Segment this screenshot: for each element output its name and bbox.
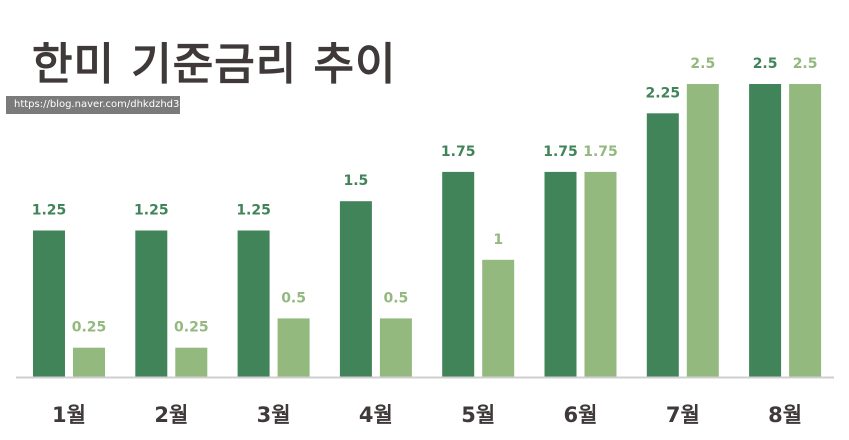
bar-series1-3	[237, 230, 270, 377]
bar-series2-7	[686, 84, 719, 377]
data-label-series1-3: 1.25	[236, 203, 271, 219]
bar-series2-1	[73, 347, 105, 377]
bar-series1-7	[646, 113, 679, 378]
bar-series1-8	[749, 84, 782, 377]
data-label-series2-7: 2.5	[690, 56, 715, 72]
category-label-3: 3월	[257, 403, 291, 427]
data-label-series2-4: 0.5	[383, 290, 408, 306]
bar-series2-8	[789, 84, 822, 377]
category-label-group: 1월 2월 3월 4월 5월 6월 7월 8월	[52, 403, 802, 427]
chart-title: 한미 기준금리 추이	[32, 39, 397, 90]
data-label-series1-2: 1.25	[134, 203, 169, 219]
category-label-5: 5월	[461, 403, 495, 427]
bar-group	[33, 84, 822, 378]
value-label-group: 1.25 0.25 1.25 0.25 1.25 0.5 1.5 0.5 1.75 1 1.75 1.…	[32, 56, 818, 336]
bar-series2-4	[379, 318, 412, 377]
bar-series1-4	[339, 201, 372, 377]
data-label-series2-3: 0.5	[281, 290, 306, 306]
category-label-6: 6월	[564, 403, 598, 427]
category-label-1: 1월	[52, 403, 86, 427]
data-label-series2-6: 1.75	[583, 144, 618, 160]
bar-series2-6	[584, 171, 617, 377]
data-label-series1-6: 1.75	[543, 144, 578, 160]
category-label-4: 4월	[359, 403, 393, 427]
bar-series1-2	[135, 230, 168, 377]
bar-series2-5	[482, 259, 515, 377]
data-label-series2-8: 2.5	[793, 56, 818, 72]
data-label-series2-1: 0.25	[72, 320, 107, 336]
category-label-7: 7월	[666, 403, 700, 427]
bar-series1-5	[442, 171, 475, 377]
category-label-8: 8월	[768, 403, 802, 427]
data-label-series1-7: 2.25	[646, 85, 681, 101]
data-label-series2-2: 0.25	[174, 320, 209, 336]
data-label-series1-1: 1.25	[32, 203, 67, 219]
category-label-2: 2월	[154, 403, 188, 427]
data-label-series2-5: 1	[493, 232, 503, 248]
bar-series1-6	[544, 171, 577, 377]
data-label-series1-5: 1.75	[441, 144, 476, 160]
bar-series2-3	[277, 318, 310, 377]
watermark-url: https://blog.naver.com/dhkdzhd3	[6, 96, 180, 114]
bar-series2-2	[175, 347, 208, 377]
bar-series1-1	[33, 230, 65, 377]
data-label-series1-4: 1.5	[343, 173, 368, 189]
data-label-series1-8: 2.5	[753, 56, 778, 72]
